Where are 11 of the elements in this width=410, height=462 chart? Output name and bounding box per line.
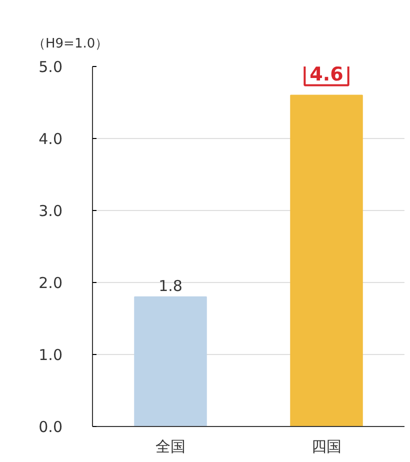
y-tick-label: 5.0 (38, 58, 63, 76)
y-tick-label: 2.0 (38, 274, 63, 292)
y-tick-label: 0.0 (38, 418, 63, 436)
chart-title: （H9=1.0） (32, 36, 108, 52)
data-label: 4.6 (310, 63, 344, 86)
data-label: 1.8 (158, 276, 182, 295)
y-tick-label: 3.0 (38, 202, 63, 220)
x-tick-label: 四国 (312, 438, 342, 456)
x-tick-label: 全国 (156, 438, 186, 456)
y-tick-label: 4.0 (38, 130, 63, 148)
y-tick-label: 1.0 (38, 346, 63, 364)
